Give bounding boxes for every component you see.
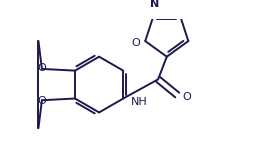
- Text: N: N: [150, 0, 159, 9]
- Text: O: O: [182, 92, 191, 102]
- Text: NH: NH: [131, 97, 147, 107]
- Text: O: O: [38, 96, 46, 106]
- Text: O: O: [38, 63, 46, 73]
- Text: O: O: [131, 38, 140, 48]
